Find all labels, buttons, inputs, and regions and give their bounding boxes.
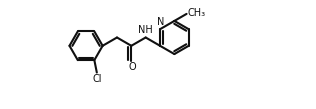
- Text: CH₃: CH₃: [188, 9, 206, 18]
- Text: Cl: Cl: [93, 74, 102, 84]
- Text: N: N: [157, 17, 164, 27]
- Text: NH: NH: [138, 25, 153, 35]
- Text: O: O: [128, 62, 136, 72]
